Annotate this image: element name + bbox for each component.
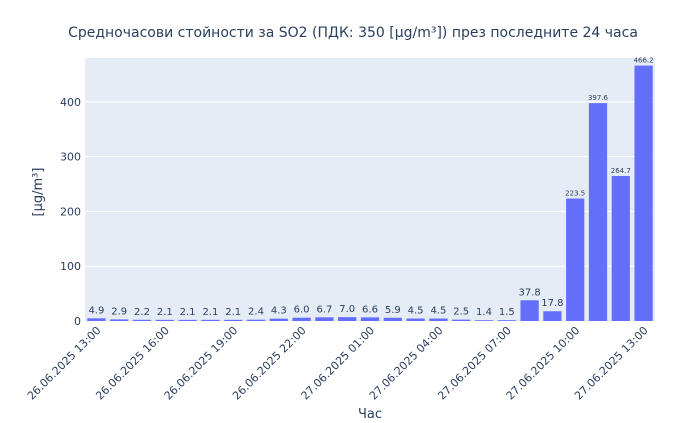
y-tick-label: 200 (60, 205, 81, 218)
y-tick-label: 400 (60, 96, 81, 109)
bar (611, 175, 630, 321)
bars (87, 65, 653, 321)
bar-value-label: 2.5 (453, 307, 469, 318)
bar (132, 319, 152, 321)
bar-value-label: 2.1 (202, 307, 218, 318)
x-tick-label: 27.06.2025 07:00 (435, 324, 514, 403)
bar (246, 319, 266, 321)
bar (566, 198, 585, 321)
x-tick-label: 26.06.2025 22:00 (230, 324, 309, 403)
bar-value-label: 6.6 (362, 304, 378, 315)
bar-value-label: 6.7 (316, 304, 332, 315)
x-axis-title: Час (358, 407, 382, 422)
y-axis-title: [µg/m³] (31, 168, 46, 217)
bar (292, 317, 311, 321)
y-tick-label: 100 (60, 260, 81, 273)
bar (452, 319, 471, 321)
gridlines (85, 101, 655, 267)
bar (269, 318, 288, 321)
x-tick-label: 27.06.2025 01:00 (298, 324, 377, 403)
x-tick-label: 27.06.2025 04:00 (367, 324, 446, 403)
bar (201, 319, 220, 321)
y-tick-label: 0 (74, 315, 81, 328)
bar-value-label: 264.7 (611, 167, 631, 175)
bar-value-label: 4.3 (271, 306, 287, 317)
bar (383, 317, 402, 321)
bar-value-label: 5.9 (385, 305, 401, 316)
bar (315, 317, 334, 321)
bar-value-label: 1.5 (499, 307, 515, 318)
bar (406, 318, 425, 321)
bar-value-label: 6.0 (294, 305, 310, 316)
bar (474, 320, 494, 321)
data-labels: 4.9 2.9 2.2 2.1 2.1 2.1 2.1 2.4 4.3 6.0 6.7 7.0 6.6 5… (88, 57, 653, 319)
bar-value-label: 4.9 (88, 305, 104, 316)
bar-value-label: 466.2 (634, 57, 654, 65)
bar (178, 319, 197, 321)
bar (429, 318, 448, 321)
bar (87, 318, 106, 321)
bar-value-label: 223.5 (565, 190, 585, 198)
x-tick-label: 27.06.2025 10:00 (504, 324, 583, 403)
bar-value-label: 37.8 (518, 287, 540, 298)
bar (634, 65, 653, 321)
y-tick-label: 300 (60, 151, 81, 164)
bar (543, 311, 562, 321)
bar-value-label: 2.1 (157, 307, 173, 318)
bar (497, 320, 516, 321)
bar-value-label: 4.5 (408, 306, 424, 317)
bar-value-label: 2.1 (225, 307, 241, 318)
bar (338, 317, 357, 321)
bar-value-label: 2.9 (111, 306, 127, 317)
x-tick-label: 26.06.2025 16:00 (93, 324, 172, 403)
bar-value-label: 2.2 (134, 307, 150, 318)
bar-value-label: 2.1 (180, 307, 196, 318)
bar (155, 319, 174, 321)
bar (360, 317, 380, 321)
bar-value-label: 1.4 (476, 307, 492, 318)
x-tick-label: 26.06.2025 19:00 (162, 324, 241, 403)
bar (110, 319, 129, 321)
bar (588, 103, 608, 321)
chart-title: Средночасови стойности за SO2 (ПДК: 350 … (68, 25, 638, 41)
bar (224, 319, 243, 321)
bar-value-label: 7.0 (339, 304, 355, 315)
y-axis-ticks: 0 100 200 300 400 (60, 96, 81, 328)
bar-value-label: 2.4 (248, 307, 264, 318)
bar-value-label: 397.6 (588, 94, 609, 102)
bar-value-label: 4.5 (430, 306, 446, 317)
bar-value-label: 17.8 (541, 298, 563, 309)
bar (520, 300, 539, 321)
x-tick-label: 27.06.2025 13:00 (572, 324, 651, 403)
x-tick-label: 26.06.2025 13:00 (25, 324, 104, 403)
